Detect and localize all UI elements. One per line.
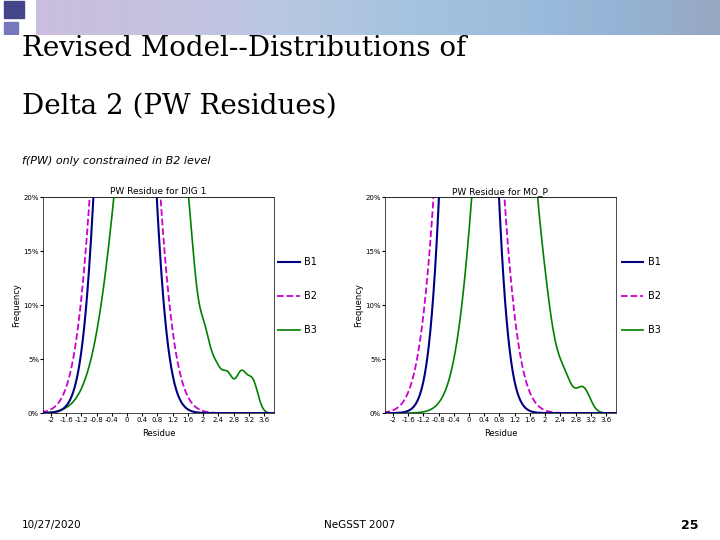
Text: Delta 2 (PW Residues): Delta 2 (PW Residues) [22,93,336,120]
Text: B3: B3 [648,326,661,335]
Text: NeGSST 2007: NeGSST 2007 [325,520,395,530]
Bar [4,22,18,35]
Text: B1: B1 [305,258,318,267]
Text: f(PW) only constrained in B2 level: f(PW) only constrained in B2 level [22,156,210,166]
Text: B3: B3 [305,326,318,335]
Y-axis label: Frequency: Frequency [354,283,363,327]
Text: 25: 25 [681,518,698,532]
Text: B2: B2 [648,292,661,301]
Title: PW Residue for MO_P: PW Residue for MO_P [452,187,549,197]
X-axis label: Residue: Residue [142,429,175,438]
Title: PW Residue for DIG 1: PW Residue for DIG 1 [110,187,207,197]
Text: B2: B2 [305,292,318,301]
Text: 10/27/2020: 10/27/2020 [22,520,81,530]
Text: B1: B1 [648,258,661,267]
Bar [4,1,24,17]
X-axis label: Residue: Residue [484,429,517,438]
Y-axis label: Frequency: Frequency [12,283,21,327]
Text: Revised Model--Distributions of: Revised Model--Distributions of [22,35,466,62]
